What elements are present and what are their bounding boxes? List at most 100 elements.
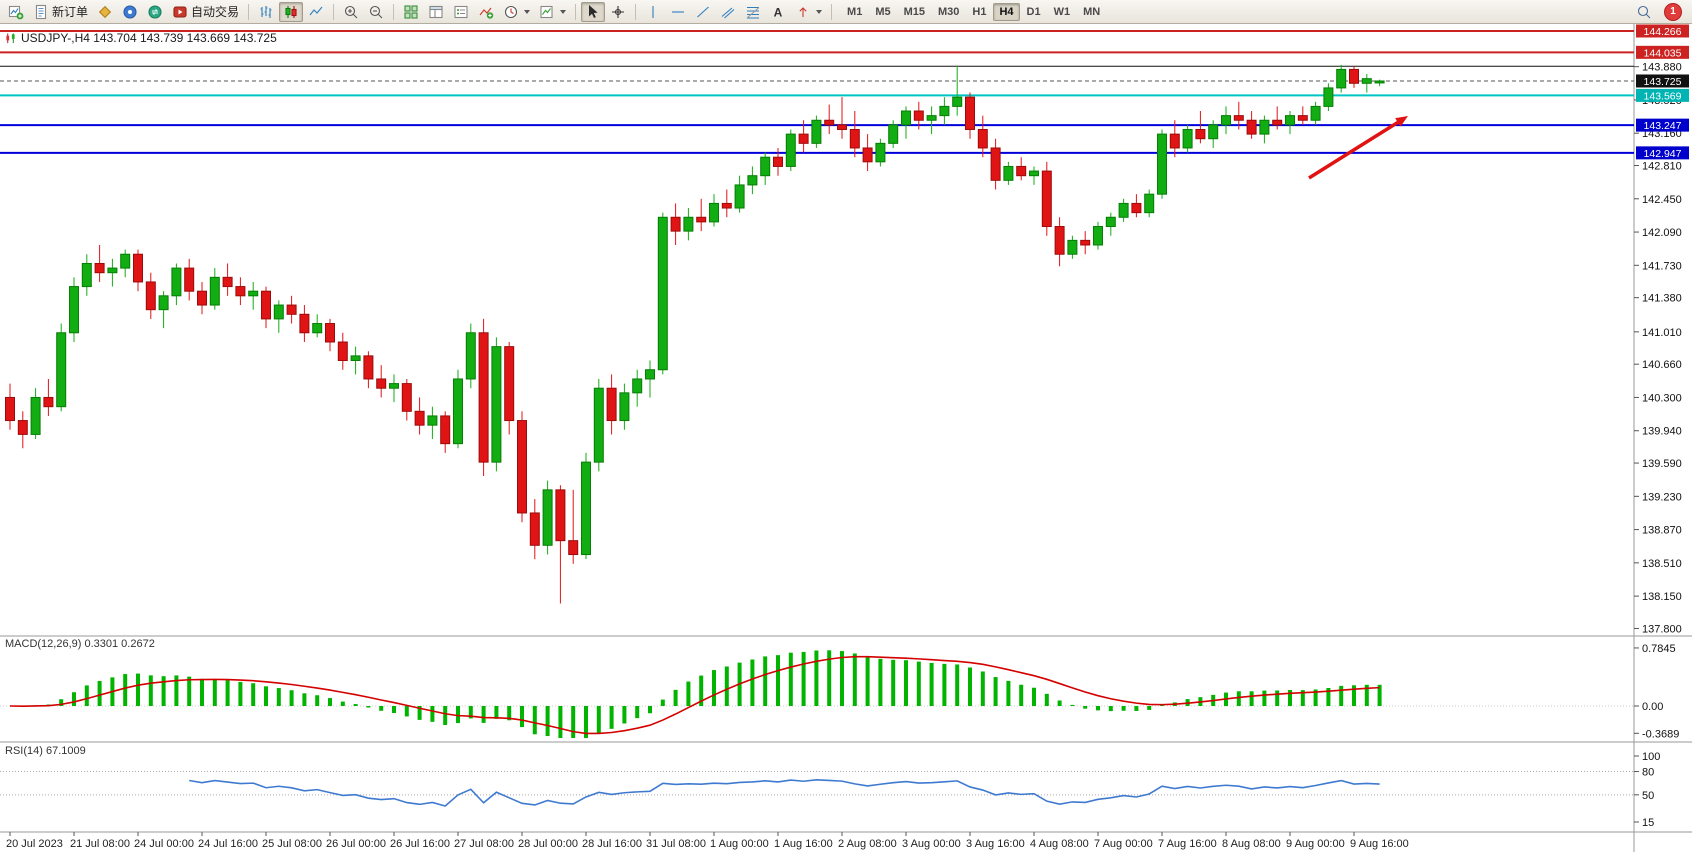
svg-text:A: A	[774, 5, 783, 19]
svg-text:139.590: 139.590	[1642, 458, 1682, 470]
metaeditor-button[interactable]	[93, 2, 117, 22]
svg-text:9 Aug 16:00: 9 Aug 16:00	[1350, 838, 1409, 850]
separator	[393, 3, 395, 20]
cursor-button[interactable]	[581, 1, 606, 22]
price-label-142.947: 142.947	[1636, 146, 1689, 160]
add-indicator-icon	[478, 4, 494, 20]
candlestick-chart-button[interactable]	[279, 1, 304, 22]
svg-text:1 Aug 16:00: 1 Aug 16:00	[774, 838, 833, 850]
text-label-button[interactable]: A	[766, 2, 790, 22]
svg-text:21 Jul 08:00: 21 Jul 08:00	[70, 838, 130, 850]
svg-text:143.725: 143.725	[1644, 76, 1682, 88]
zoom-in-button[interactable]	[339, 2, 363, 22]
vertical-line-icon	[645, 4, 661, 20]
svg-text:26 Jul 00:00: 26 Jul 00:00	[326, 838, 386, 850]
notifications-badge[interactable]: 1	[1664, 2, 1682, 21]
candlestick-series	[5, 64, 1385, 604]
macd-signal-line	[9, 655, 1380, 735]
search-button[interactable]	[1632, 2, 1656, 22]
caret-down-icon	[560, 9, 567, 14]
text-icon: A	[770, 4, 786, 20]
caret-down-icon	[524, 9, 531, 14]
svg-text:24 Jul 16:00: 24 Jul 16:00	[198, 838, 258, 850]
chat-button[interactable]	[118, 2, 142, 22]
community-button[interactable]	[143, 2, 167, 22]
separator	[575, 3, 577, 20]
timeframe-mn-button[interactable]: MN	[1077, 3, 1106, 21]
new-chart-button[interactable]	[4, 2, 28, 22]
horizontal-line-icon	[670, 4, 686, 20]
chat-icon	[122, 4, 138, 20]
new-order-button[interactable]: 新订单	[29, 2, 92, 22]
svg-text:50: 50	[1642, 790, 1654, 802]
svg-text:138.870: 138.870	[1642, 525, 1682, 537]
timeframe-m30-button[interactable]: M30	[932, 3, 965, 21]
svg-text:138.150: 138.150	[1642, 591, 1682, 603]
rsi-line	[189, 779, 1380, 807]
zoom-out-button[interactable]	[364, 2, 388, 22]
price-axis: 143.880143.520143.160142.810142.450142.0…	[1634, 24, 1689, 829]
bar-chart-button[interactable]	[254, 2, 278, 22]
svg-text:140.300: 140.300	[1642, 392, 1682, 404]
trendline-button[interactable]	[691, 2, 715, 22]
tile-windows-icon	[403, 4, 419, 20]
svg-text:15: 15	[1642, 817, 1654, 829]
crosshair-button[interactable]	[606, 2, 630, 22]
separator	[333, 3, 335, 20]
add-indicator-button[interactable]	[474, 2, 498, 22]
line-chart-button[interactable]	[304, 2, 328, 22]
svg-text:142.810: 142.810	[1642, 161, 1682, 173]
svg-text:100: 100	[1642, 751, 1660, 763]
templates-button[interactable]	[535, 2, 570, 22]
data-window-icon	[428, 4, 444, 20]
periods-button[interactable]	[499, 2, 534, 22]
svg-text:27 Jul 08:00: 27 Jul 08:00	[454, 838, 514, 850]
fibonacci-button[interactable]	[741, 2, 765, 22]
navigator-button[interactable]	[449, 2, 473, 22]
line-chart-icon	[308, 4, 324, 20]
channel-button[interactable]	[716, 2, 740, 22]
timeframe-w1-button[interactable]: W1	[1048, 3, 1077, 21]
timeframe-m5-button[interactable]: M5	[869, 3, 896, 21]
svg-text:142.450: 142.450	[1642, 194, 1682, 206]
bar-chart-icon	[258, 4, 274, 20]
timeframe-m15-button[interactable]: M15	[898, 3, 931, 21]
svg-text:0.00: 0.00	[1642, 701, 1663, 713]
zoom-out-icon	[368, 4, 384, 20]
svg-text:7 Aug 16:00: 7 Aug 16:00	[1158, 838, 1217, 850]
price-level-lines	[0, 29, 1634, 154]
svg-text:-0.3689: -0.3689	[1642, 728, 1679, 740]
autotrading-button[interactable]: 自动交易	[168, 2, 243, 22]
svg-text:141.010: 141.010	[1642, 327, 1682, 339]
chart-frame	[0, 24, 1692, 852]
svg-text:140.660: 140.660	[1642, 359, 1682, 371]
trend-arrow[interactable]	[1308, 116, 1408, 180]
arrows-tool-button[interactable]	[791, 2, 826, 22]
chart-canvas[interactable]: 143.880143.520143.160142.810142.450142.0…	[0, 24, 1692, 852]
price-label-143.569: 143.569	[1636, 88, 1689, 102]
channel-icon	[720, 4, 736, 20]
separator	[831, 3, 833, 20]
timeframe-h1-button[interactable]: H1	[966, 3, 992, 21]
svg-text:28 Jul 16:00: 28 Jul 16:00	[582, 838, 642, 850]
separator	[248, 3, 250, 20]
timeframe-d1-button[interactable]: D1	[1021, 3, 1047, 21]
svg-text:80: 80	[1642, 767, 1654, 779]
svg-text:9 Aug 00:00: 9 Aug 00:00	[1286, 838, 1345, 850]
timeframe-m1-button[interactable]: M1	[841, 3, 868, 21]
zoom-in-icon	[343, 4, 359, 20]
svg-text:142.947: 142.947	[1644, 148, 1682, 160]
data-window-button[interactable]	[424, 2, 448, 22]
tile-windows-button[interactable]	[399, 2, 423, 22]
timeframe-h4-button[interactable]: H4	[993, 2, 1020, 21]
cursor-icon	[585, 4, 601, 20]
svg-text:137.800: 137.800	[1642, 623, 1682, 635]
svg-text:139.940: 139.940	[1642, 426, 1682, 438]
template-icon	[539, 4, 555, 20]
vertical-line-button[interactable]	[641, 2, 665, 22]
autotrading-icon	[172, 4, 188, 20]
horizontal-line-button[interactable]	[666, 2, 690, 22]
svg-text:20 Jul 2023: 20 Jul 2023	[6, 838, 63, 850]
crosshair-icon	[610, 4, 626, 20]
svg-text:7 Aug 00:00: 7 Aug 00:00	[1094, 838, 1153, 850]
